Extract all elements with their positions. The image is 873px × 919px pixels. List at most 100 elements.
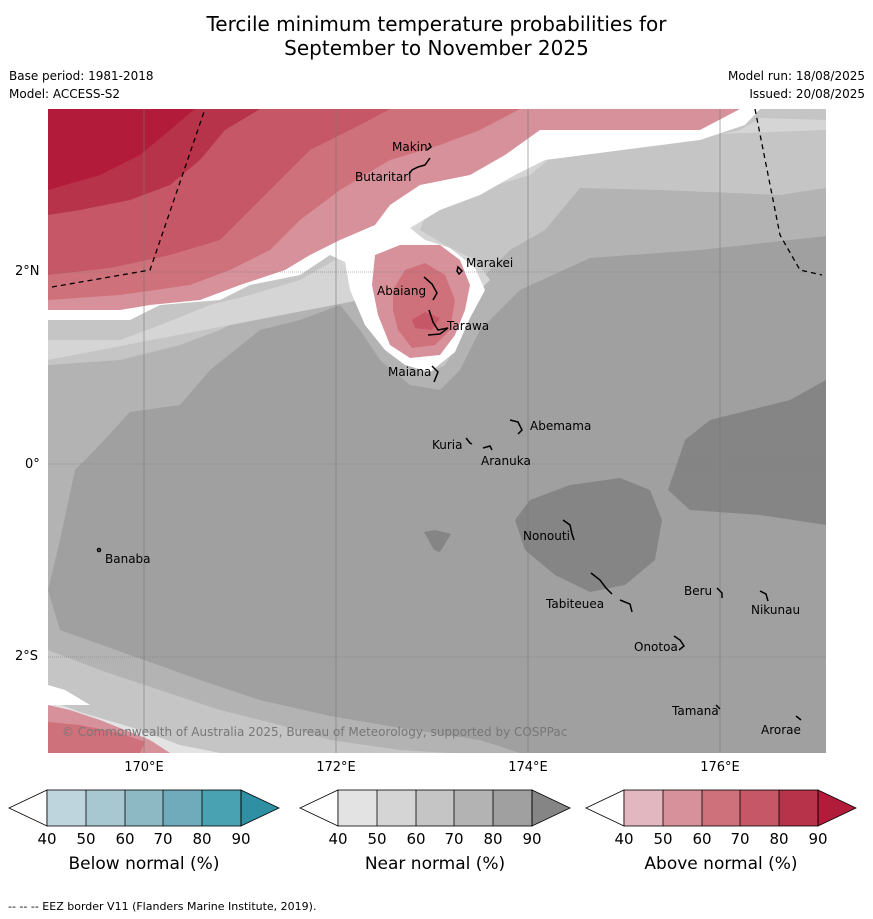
- above-normal-tick-80: 80: [769, 830, 788, 848]
- island-shape-marakei: [456, 265, 464, 276]
- near-normal-tick-60: 60: [406, 830, 425, 848]
- lat-label-2n: 2°N: [15, 264, 40, 279]
- label-tabiteuea: Tabiteuea: [545, 597, 604, 611]
- island-shape-nonouti: [562, 519, 575, 541]
- above-normal-tick-40: 40: [614, 830, 633, 848]
- label-abaiang: Abaiang: [377, 284, 426, 298]
- near-normal-dividers: [376, 790, 494, 826]
- below-normal-tick-80: 80: [192, 830, 211, 848]
- above-normal-swatch-2: [663, 790, 702, 826]
- colorbar-label-below-normal: Below normal (%): [68, 854, 220, 874]
- island-shape-onotoa: [673, 635, 686, 651]
- lon-label-170e: 170°E: [124, 760, 164, 775]
- eez-footnote: -- -- -- EEZ border V11 (Flanders Marine…: [8, 900, 317, 913]
- map-area[interactable]: Makin Butaritari Marakei Abaiang Tarawa …: [48, 109, 826, 753]
- colorbar-label-near-normal: Near normal (%): [364, 854, 506, 874]
- lat-label-2s: 2°S: [15, 649, 39, 664]
- above-normal-arrow-left: [585, 789, 625, 827]
- island-shape-nikunau: [759, 590, 769, 602]
- label-onotoa: Onotoa: [634, 640, 678, 654]
- island-shape-abemama: [509, 419, 523, 435]
- near-normal-frame: [337, 789, 533, 827]
- near-normal-80-region-small: [424, 530, 451, 552]
- near-normal-swatch-3: [416, 790, 454, 826]
- above-normal-dividers: [662, 790, 780, 826]
- white-gap-southwest: [48, 685, 90, 705]
- label-makin: Makin: [392, 140, 428, 154]
- near-normal-tick-80: 80: [483, 830, 502, 848]
- label-maiana: Maiana: [388, 365, 431, 379]
- island-shape-tabiteuea-south: [619, 599, 633, 613]
- colorbar-label-above-normal: Above normal (%): [644, 854, 798, 874]
- model-run: Model run: 18/08/2025: [727, 69, 865, 83]
- island-shape-banaba: [96, 547, 102, 553]
- near-normal-swatch-1: [338, 790, 377, 826]
- label-aranuka: Aranuka: [481, 454, 531, 468]
- label-butaritari: Butaritari: [355, 170, 412, 184]
- near-normal-swatch-4: [454, 790, 493, 826]
- model-name: Model: ACCESS-S2: [9, 87, 121, 101]
- meta-left: Base period: 1981-2018 Model: ACCESS-S2: [9, 69, 154, 105]
- below-normal-tick-90: 90: [231, 830, 250, 848]
- copyright-notice: © Commonwealth of Australia 2025, Bureau…: [62, 725, 567, 739]
- near-normal-80-region-east: [668, 380, 826, 525]
- island-shape-maiana: [431, 365, 439, 383]
- island-shape-abaiang: [423, 276, 438, 301]
- label-beru: Beru: [684, 584, 712, 598]
- near-normal-80-region-nonouti: [515, 478, 662, 592]
- above-normal-swatch-1: [624, 790, 663, 826]
- label-kuria: Kuria: [432, 438, 463, 452]
- near-normal-40-west: [48, 250, 360, 360]
- island-shape-aranuka: [482, 445, 493, 451]
- above-normal-swatch-4: [740, 790, 779, 826]
- below-normal-dividers: [85, 790, 203, 826]
- above-normal-arrow-right: [817, 789, 857, 827]
- label-banaba: Banaba: [105, 552, 151, 566]
- label-nikunau: Nikunau: [751, 603, 800, 617]
- meta-right: Model run: 18/08/2025 Issued: 20/08/2025: [728, 69, 865, 105]
- lon-label-176e: 176°E: [700, 760, 740, 775]
- above-normal-swatch-5: [779, 790, 818, 826]
- below-normal-swatch-3: [125, 790, 163, 826]
- island-shape-tarawa: [427, 309, 449, 336]
- below-normal-swatch-5: [202, 790, 241, 826]
- below-normal-tick-70: 70: [153, 830, 172, 848]
- lon-label-174e: 174°E: [508, 760, 548, 775]
- eez-border-east: [754, 109, 823, 276]
- island-shape-arorae: [795, 715, 802, 721]
- below-normal-tick-40: 40: [37, 830, 56, 848]
- below-normal-swatch-2: [86, 790, 125, 826]
- lon-label-172e: 172°E: [316, 760, 356, 775]
- map-title: Tercile minimum temperature probabilitie…: [0, 12, 873, 60]
- near-normal-arrow-right: [531, 789, 571, 827]
- colorbar-near-normal: 40 50 60 70 80 90: [299, 789, 571, 848]
- label-arorae: Arorae: [761, 723, 801, 737]
- island-shape-beru: [716, 587, 723, 598]
- title-line-1: Tercile minimum temperature probabilitie…: [206, 12, 667, 36]
- colorbar-below-normal: 40 50 60 70 80 90: [8, 789, 280, 848]
- below-normal-tick-60: 60: [115, 830, 134, 848]
- island-shape-tamana: [715, 704, 721, 710]
- above-normal-tick-90: 90: [808, 830, 827, 848]
- near-normal-tick-90: 90: [522, 830, 541, 848]
- above-normal-tick-70: 70: [730, 830, 749, 848]
- island-shape-makin: [426, 142, 432, 151]
- below-normal-tick-50: 50: [76, 830, 95, 848]
- island-labels: Makin Butaritari Marakei Abaiang Tarawa …: [105, 140, 801, 737]
- issued-date: Issued: 20/08/2025: [749, 87, 865, 101]
- near-normal-swatch-5: [493, 790, 532, 826]
- near-normal-50-band-south: [48, 650, 450, 753]
- above-normal-southwest-inner: [48, 722, 145, 753]
- above-normal-90-band: [48, 109, 195, 190]
- island-outlines: [96, 142, 802, 721]
- above-normal-frame: [623, 789, 819, 827]
- title-line-2: September to November 2025: [284, 36, 589, 60]
- below-normal-frame: [46, 789, 242, 827]
- colorbar-above-normal: 40 50 60 70 80 90: [585, 789, 857, 848]
- island-shape-kuria: [465, 437, 473, 445]
- island-shape-tabiteuea-north: [590, 572, 613, 595]
- lat-label-0: 0°: [25, 457, 40, 472]
- below-normal-arrow-right: [240, 789, 280, 827]
- below-normal-swatch-1: [47, 790, 86, 826]
